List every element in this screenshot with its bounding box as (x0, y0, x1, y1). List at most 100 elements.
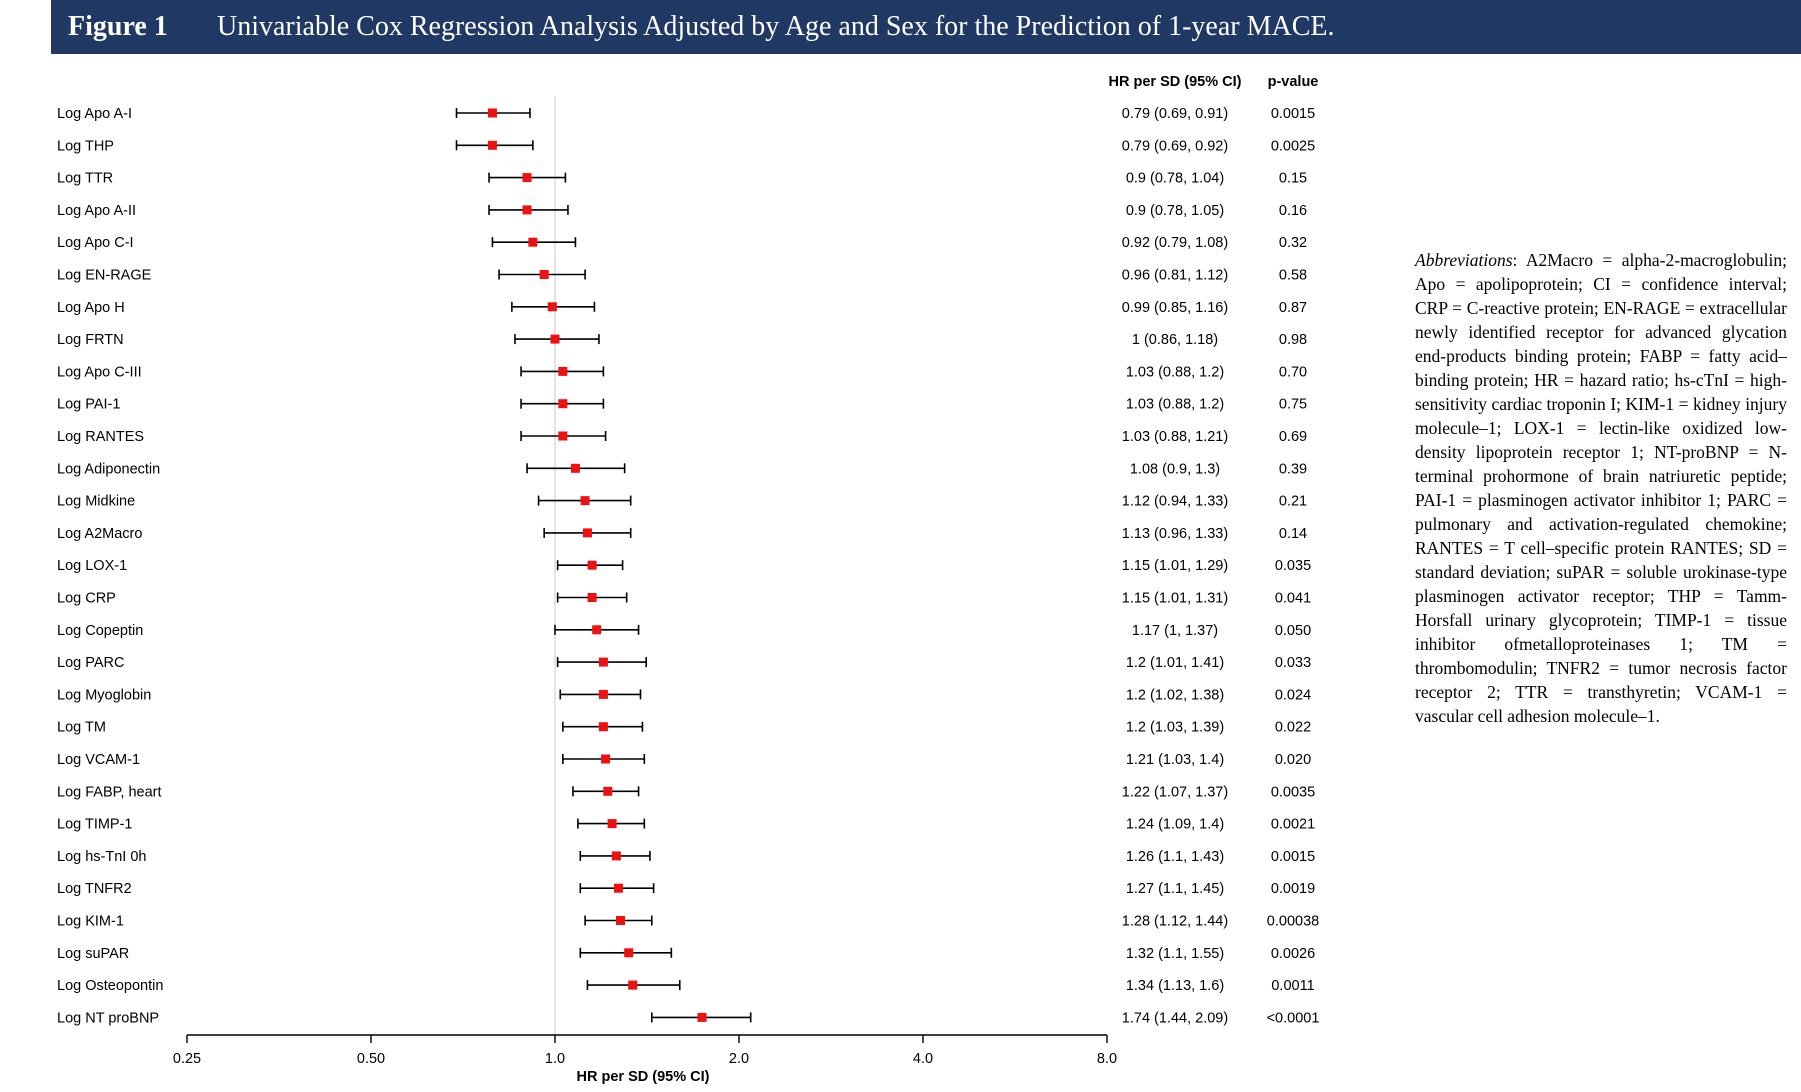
p-value: 0.69 (1279, 429, 1307, 445)
hr-value: 1.03 (0.88, 1.2) (1126, 364, 1224, 380)
p-value: 0.024 (1275, 687, 1311, 703)
hr-point (598, 722, 608, 732)
x-tick-label: 0.50 (357, 1051, 385, 1067)
p-value: 0.70 (1279, 364, 1307, 380)
p-value: 0.050 (1275, 623, 1311, 639)
p-value: <0.0001 (1267, 1010, 1320, 1026)
hr-point (487, 108, 497, 118)
hr-column-header: HR per SD (95% CI) (1109, 74, 1242, 90)
hr-value: 1.15 (1.01, 1.29) (1122, 558, 1228, 574)
hr-point (624, 948, 634, 958)
row-label: Log Osteopontin (57, 978, 163, 994)
hr-point (601, 754, 611, 764)
hr-point (528, 237, 538, 247)
x-tick-label: 0.25 (173, 1051, 201, 1067)
hr-value: 1.22 (1.07, 1.37) (1122, 784, 1228, 800)
x-tick-label: 4.0 (913, 1051, 933, 1067)
hr-value: 1.27 (1.1, 1.45) (1126, 881, 1224, 897)
p-value: 0.020 (1275, 752, 1311, 768)
hr-value: 1.34 (1.13, 1.6) (1126, 978, 1224, 994)
hr-point (613, 883, 623, 893)
abbreviations-note: Abbreviations: A2Macro = alpha-2-macrogl… (1415, 248, 1787, 728)
hr-value: 1.2 (1.02, 1.38) (1126, 687, 1224, 703)
p-value: 0.0025 (1271, 138, 1315, 154)
row-label: Log Apo C-I (57, 235, 134, 251)
hr-value: 1.2 (1.03, 1.39) (1126, 720, 1224, 736)
hr-value: 1 (0.86, 1.18) (1132, 332, 1218, 348)
p-value: 0.035 (1275, 558, 1311, 574)
x-tick-label: 1.0 (545, 1051, 565, 1067)
hr-value: 0.99 (0.85, 1.16) (1122, 300, 1228, 316)
hr-point (616, 916, 626, 925)
hr-value: 1.26 (1.1, 1.43) (1126, 849, 1224, 865)
p-value: 0.0015 (1271, 849, 1315, 865)
row-label: Log THP (57, 138, 114, 154)
abbreviations-text: : A2Macro = alpha-2-macroglobulin; Apo =… (1415, 250, 1787, 726)
p-value: 0.0026 (1271, 946, 1315, 962)
p-value: 0.033 (1275, 655, 1311, 671)
p-value: 0.0021 (1271, 817, 1315, 833)
hr-point (570, 463, 580, 473)
abbreviations-label: Abbreviations (1415, 250, 1513, 270)
row-label: Log VCAM-1 (57, 752, 140, 768)
row-label: Log PARC (57, 655, 124, 671)
hr-value: 1.13 (0.96, 1.33) (1122, 526, 1228, 542)
hr-point (598, 657, 608, 667)
hr-point (607, 819, 617, 829)
hr-point (582, 528, 592, 538)
row-label: Log CRP (57, 591, 116, 607)
x-tick-label: 2.0 (729, 1051, 749, 1067)
p-value: 0.39 (1279, 461, 1307, 477)
row-label: Log PAI-1 (57, 397, 120, 413)
p-value: 0.21 (1279, 494, 1307, 510)
hr-value: 0.96 (0.81, 1.12) (1122, 268, 1228, 284)
row-label: Log TTR (57, 171, 113, 187)
p-value: 0.16 (1279, 203, 1307, 219)
hr-point (603, 786, 613, 796)
hr-point (697, 1012, 707, 1022)
p-value: 0.0035 (1271, 784, 1315, 800)
row-label: Log A2Macro (57, 526, 142, 542)
hr-point (539, 270, 549, 279)
p-value: 0.041 (1275, 591, 1311, 607)
hr-point (611, 851, 621, 861)
hr-value: 1.03 (0.88, 1.21) (1122, 429, 1228, 445)
hr-value: 1.15 (1.01, 1.31) (1122, 591, 1228, 607)
row-label: Log Midkine (57, 494, 135, 510)
hr-value: 0.9 (0.78, 1.04) (1126, 171, 1224, 187)
hr-value: 0.92 (0.79, 1.08) (1122, 235, 1228, 251)
p-value: 0.0015 (1271, 106, 1315, 122)
p-value: 0.58 (1279, 268, 1307, 284)
row-label: Log EN-RAGE (57, 268, 152, 284)
hr-point (592, 625, 602, 635)
hr-point (558, 431, 568, 441)
hr-point (550, 334, 560, 344)
p-column-header: p-value (1268, 74, 1319, 90)
figure-header: Figure 1 Univariable Cox Regression Anal… (51, 0, 1801, 54)
p-value: 0.15 (1279, 171, 1307, 187)
row-label: Log FABP, heart (57, 784, 162, 800)
row-label: Log Myoglobin (57, 687, 151, 703)
hr-value: 1.28 (1.12, 1.44) (1122, 914, 1228, 930)
hr-point (522, 173, 532, 183)
row-label: Log TIMP-1 (57, 817, 133, 833)
hr-point (558, 399, 568, 409)
p-value: 0.0019 (1271, 881, 1315, 897)
row-label: Log RANTES (57, 429, 144, 445)
hr-value: 1.08 (0.9, 1.3) (1130, 461, 1220, 477)
hr-value: 1.17 (1, 1.37) (1132, 623, 1218, 639)
p-value: 0.00038 (1267, 914, 1319, 930)
row-label: Log TNFR2 (57, 881, 132, 897)
hr-value: 1.21 (1.03, 1.4) (1126, 752, 1224, 768)
row-label: Log Adiponectin (57, 461, 160, 477)
hr-value: 1.2 (1.01, 1.41) (1126, 655, 1224, 671)
row-label: Log NT proBNP (57, 1010, 159, 1026)
hr-value: 1.03 (0.88, 1.2) (1126, 397, 1224, 413)
p-value: 0.0011 (1271, 978, 1314, 994)
hr-value: 1.12 (0.94, 1.33) (1122, 494, 1228, 510)
row-label: Log TM (57, 720, 106, 736)
p-value: 0.98 (1279, 332, 1307, 348)
x-tick-label: 8.0 (1097, 1051, 1117, 1067)
p-value: 0.32 (1279, 235, 1307, 251)
